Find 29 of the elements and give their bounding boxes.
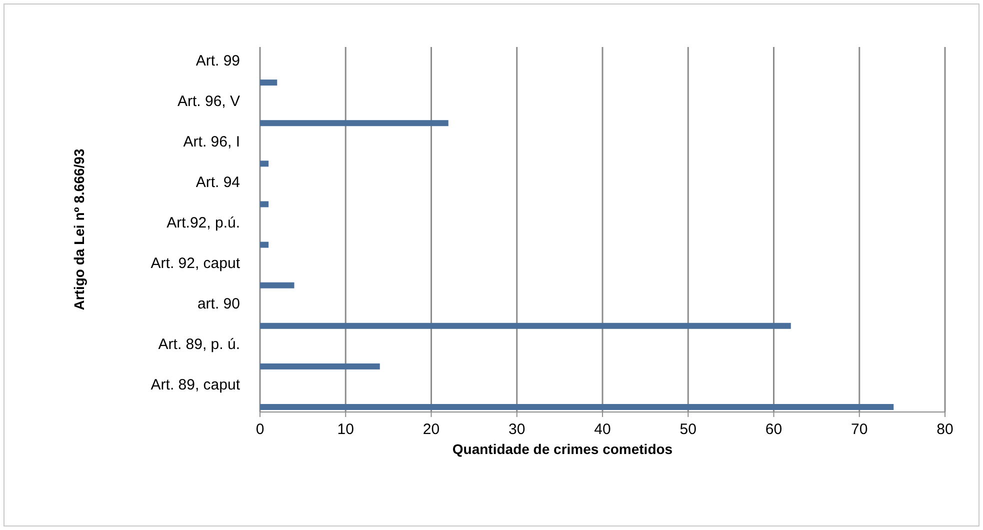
y-axis-title: Artigo da Lei nº 8.666/93	[71, 148, 87, 310]
bar	[260, 80, 278, 86]
y-tick-label: Art.92, p.ú.	[166, 214, 240, 232]
y-tick-label: art. 90	[197, 296, 240, 313]
bar	[260, 363, 380, 370]
y-tick-label: Art. 99	[196, 52, 240, 70]
y-tick-label: Art. 96, V	[177, 92, 240, 110]
bar	[260, 160, 269, 167]
x-tick-label: 70	[851, 421, 868, 438]
bar	[260, 120, 448, 126]
x-tick-label: 20	[422, 421, 440, 438]
bar	[260, 201, 269, 208]
x-tick-label: 10	[337, 421, 354, 438]
x-tick-label: 60	[765, 421, 782, 438]
x-tick-label: 50	[680, 421, 696, 438]
x-tick-label: 30	[508, 421, 526, 438]
bar	[260, 282, 294, 288]
y-tick-label: Art. 89, caput	[150, 376, 241, 394]
y-tick-label: Art. 96, I	[183, 133, 240, 150]
y-tick-label: Art. 89, p. ú.	[158, 336, 240, 354]
y-tick-label: Art. 94	[196, 174, 240, 191]
x-tick-label: 80	[936, 421, 954, 438]
y-tick-label: Art. 92, caput	[150, 255, 241, 272]
x-tick-label: 40	[594, 421, 611, 438]
bar	[260, 322, 791, 329]
x-axis-title: Quantidade de crimes cometidos	[452, 441, 673, 457]
bar	[260, 242, 269, 248]
bar	[260, 404, 894, 410]
x-tick-label: 0	[256, 421, 264, 438]
